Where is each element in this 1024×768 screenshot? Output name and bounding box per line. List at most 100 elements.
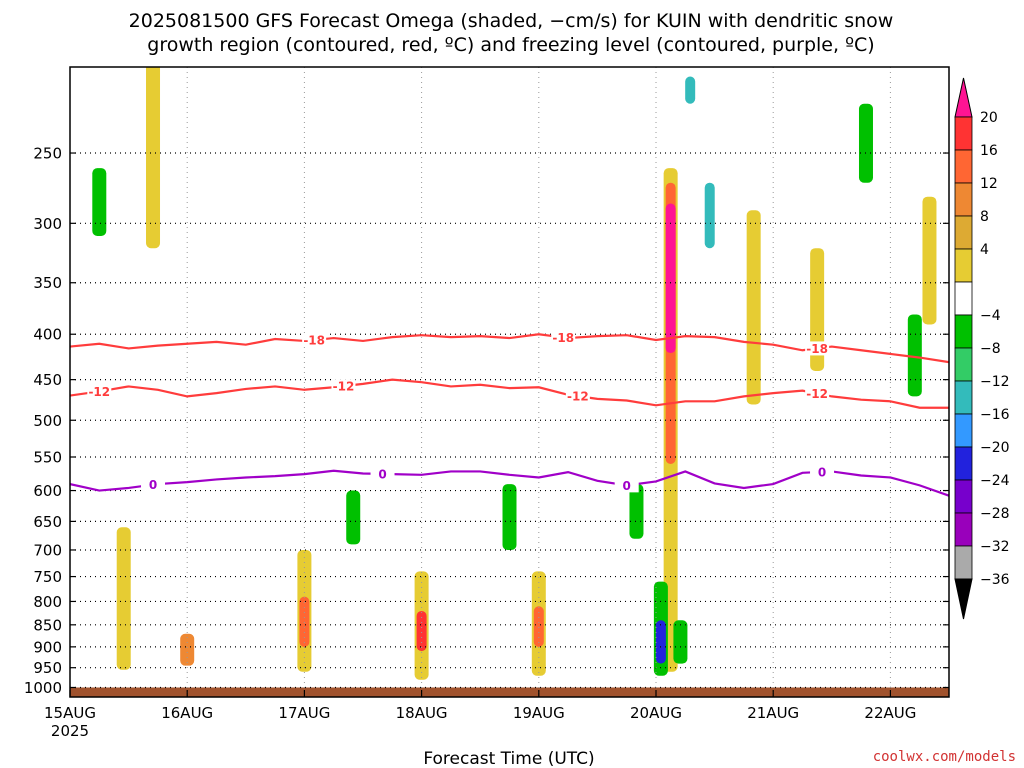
colorbar-label: −12: [980, 374, 1010, 390]
colorbar-label: −8: [980, 341, 1001, 357]
colorbar-segment: [954, 545, 973, 580]
colorbar: 20 16 12 8 4 −4 −8 −12 −16 −20 −24 −28 −32 −36: [954, 77, 1010, 620]
x-tick-label: 21AUG: [747, 704, 799, 722]
colorbar-segment: [954, 215, 973, 250]
y-tick-label: 950: [33, 659, 62, 677]
contour-label: 0: [149, 478, 157, 492]
contour-label-bg: [302, 332, 327, 347]
omega-blob: [116, 527, 131, 670]
colorbar-segment: [954, 446, 973, 481]
colorbar-segment: [954, 479, 973, 514]
contour-label-bg: [370, 466, 395, 481]
colorbar-segment: [954, 116, 973, 151]
colorbar-segment: [954, 149, 973, 184]
omega-blob: [180, 633, 195, 666]
contour-label-bg: [614, 478, 639, 493]
y-tick-label: 300: [33, 215, 62, 233]
x-axis-label: Forecast Time (UTC): [423, 749, 594, 768]
x-tick-label: 17AUG: [278, 704, 330, 722]
contour-line: [70, 469, 949, 497]
contour-line: [70, 378, 949, 409]
x-tick-label: 22AUG: [864, 704, 916, 722]
x-axis-ticks: 15AUG 16AUG 17AUG 18AUG 19AUG 20AUG 21AUG 22AUG: [44, 690, 916, 722]
x-tick-year: 2025: [51, 722, 89, 740]
omega-blob: [922, 196, 937, 325]
colorbar-label: −4: [980, 308, 1001, 324]
colorbar-segment: [954, 248, 973, 283]
omega-blob: [704, 182, 715, 249]
contour-lines: -18 -18 -18 -12 -12 -12 -12 0 0 0 0: [70, 330, 949, 497]
y-tick-label: 1000: [24, 679, 62, 697]
colorbar-label: −20: [980, 440, 1010, 456]
plot-area: -18 -18 -18 -12 -12 -12 -12 0 0 0 0: [70, 67, 949, 697]
plot-background: [70, 67, 949, 697]
x-tick-label: 15AUG: [44, 704, 96, 722]
y-tick-label: 900: [33, 638, 62, 656]
omega-blob: [299, 596, 310, 647]
contour-label: -18: [303, 333, 325, 347]
omega-blob: [346, 490, 361, 545]
omega-blob: [673, 620, 688, 664]
contour-label: -12: [333, 380, 355, 394]
contour-label-bg: [551, 330, 576, 345]
y-tick-label: 350: [33, 274, 62, 292]
contour-label: 0: [818, 465, 826, 479]
omega-blob: [502, 484, 517, 550]
contour-label-bg: [565, 389, 590, 404]
colorbar-label: 8: [980, 209, 989, 225]
contour-label: -18: [806, 342, 828, 356]
colorbar-label: 20: [980, 110, 998, 126]
colorbar-label: 16: [980, 143, 998, 159]
y-tick-label: 750: [33, 568, 62, 586]
chart-title-line1: 2025081500 GFS Forecast Omega (shaded, −…: [129, 10, 894, 32]
credit-link[interactable]: coolwx.com/models: [873, 749, 1016, 765]
omega-blob: [746, 210, 761, 405]
omega-blob: [146, 67, 161, 249]
omega-blob: [685, 76, 696, 104]
omega-blob: [416, 610, 427, 652]
omega-blob: [665, 203, 676, 354]
ground-below-surface: [70, 687, 949, 697]
contour-label: 0: [378, 467, 386, 481]
y-tick-label: 700: [33, 541, 62, 559]
omega-blob: [533, 606, 544, 647]
y-tick-label: 650: [33, 513, 62, 531]
omega-blob: [810, 248, 825, 371]
colorbar-segment: [954, 413, 973, 448]
contour-label-bg: [331, 379, 356, 394]
contour-label: -18: [552, 331, 574, 345]
omega-blob: [655, 620, 666, 664]
colorbar-label: 4: [980, 242, 989, 258]
colorbar-segment: [954, 281, 973, 316]
plot-frame: [69, 66, 950, 698]
colorbar-label: −36: [980, 572, 1010, 588]
contour-label-bg: [810, 464, 835, 479]
colorbar-label: −16: [980, 407, 1010, 423]
colorbar-label: −24: [980, 473, 1010, 489]
x-tick-label: 18AUG: [396, 704, 448, 722]
colorbar-bottom-triangle: [954, 578, 973, 620]
x-tick-label: 16AUG: [161, 704, 213, 722]
contour-label: 0: [623, 479, 631, 493]
x-tick-label: 19AUG: [513, 704, 565, 722]
contour-label: -12: [88, 385, 110, 399]
y-tick-label: 450: [33, 371, 62, 389]
y-tick-label: 500: [33, 412, 62, 430]
colorbar-label: 12: [980, 176, 998, 192]
omega-blob: [629, 484, 644, 539]
colorbar-segment: [954, 380, 973, 415]
omega-blob: [92, 168, 107, 236]
colorbar-segment: [954, 314, 973, 349]
y-tick-label: 400: [33, 326, 62, 344]
y-tick-label: 800: [33, 593, 62, 611]
colorbar-label: −28: [980, 506, 1010, 522]
colorbar-top-triangle: [954, 77, 973, 118]
omega-blob: [907, 314, 922, 397]
y-tick-label: 850: [33, 616, 62, 634]
contour-label-bg: [141, 477, 166, 492]
chart-title-line2: growth region (contoured, red, ºC) and f…: [147, 34, 874, 56]
contour-label-bg: [805, 341, 830, 356]
colorbar-segment: [954, 182, 973, 217]
colorbar-segment: [954, 347, 973, 382]
